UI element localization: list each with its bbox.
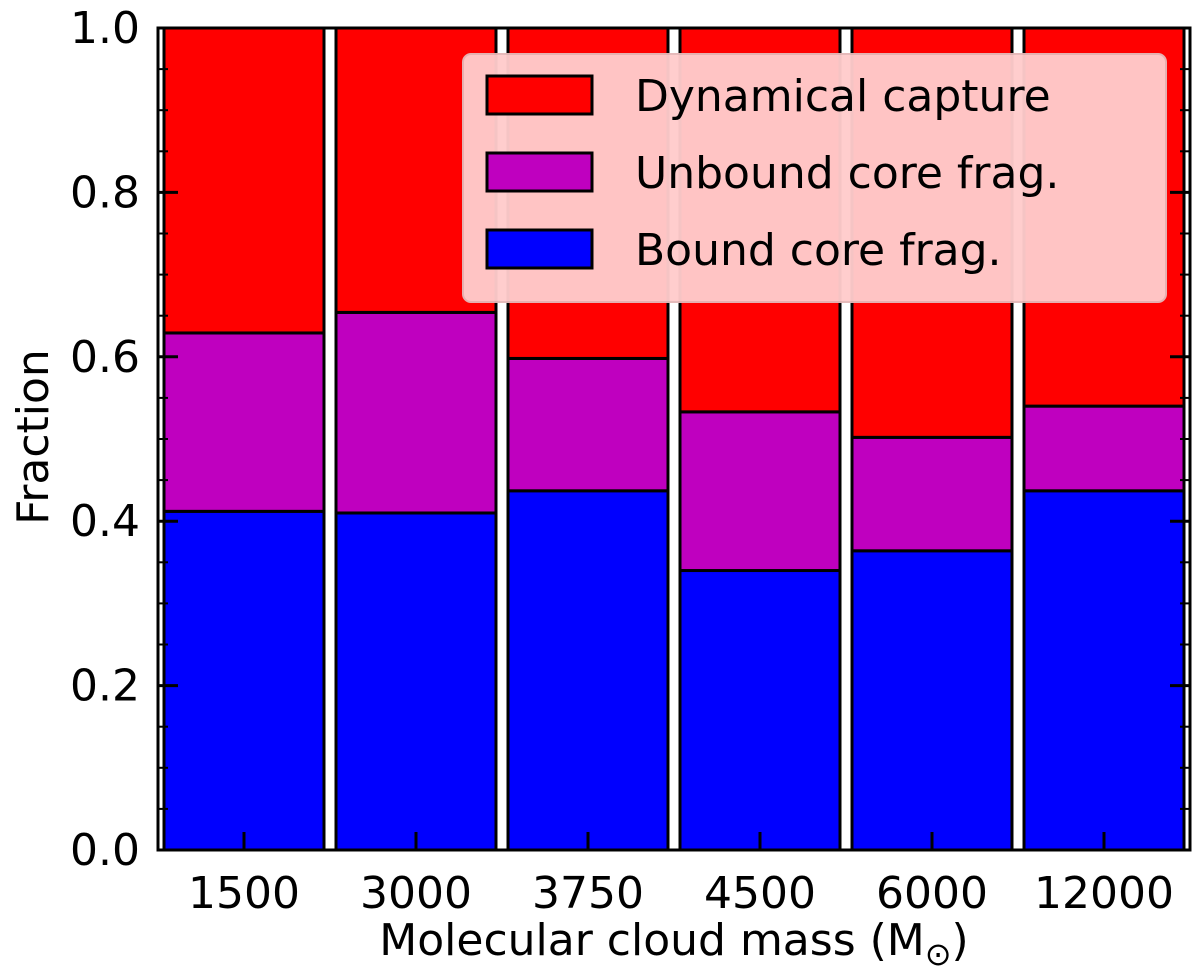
y-tick-label-0: 0.0 [70, 825, 140, 876]
bar-segment-3750-1 [506, 356, 670, 493]
y-tick-label-4: 0.8 [70, 167, 140, 218]
y-tick-label-3: 0.6 [70, 332, 140, 383]
x-axis-label-text: Molecular cloud mass (M [379, 915, 924, 966]
y-tick-label-2: 0.4 [70, 496, 140, 547]
legend-swatch-1 [485, 151, 594, 193]
x-tick-label-4500: 4500 [704, 868, 816, 919]
bar-segment-3000-1 [334, 310, 498, 515]
bar-segment-3750-0 [506, 489, 670, 852]
x-tick-label-3750: 3750 [532, 868, 644, 919]
legend-swatch-0 [485, 74, 594, 116]
y-axis-label: Fraction [8, 349, 59, 525]
legend-background [462, 53, 1167, 303]
bar-segment-4500-0 [678, 569, 842, 852]
x-axis-label-close: ) [952, 915, 969, 966]
bar-segment-1500-0 [162, 509, 326, 852]
legend: Dynamical capture Unbound core frag. Bound… [462, 53, 1167, 303]
legend-label-1: Unbound core frag. [635, 148, 1059, 199]
x-tick-label-12000: 12000 [1034, 868, 1174, 919]
bar-segment-6000-1 [850, 435, 1014, 553]
x-tick-label-6000: 6000 [876, 868, 988, 919]
plot-frame [156, 26, 1192, 852]
legend-items: Dynamical capture Unbound core frag. Bound… [485, 71, 1059, 276]
bar-segment-6000-0 [850, 549, 1014, 852]
y-tick-labels: 0.0 0.2 0.4 0.6 0.8 1.0 [70, 3, 140, 876]
bar-segment-1500-2 [162, 26, 326, 335]
bar-segment-12000-1 [1022, 404, 1186, 493]
sun-symbol: ⊙ [925, 935, 952, 973]
y-tick-label-1: 0.2 [70, 661, 140, 712]
legend-label-2: Bound core frag. [635, 225, 1002, 276]
bar-segment-3000-0 [334, 511, 498, 852]
x-tick-labels: 1500 3000 3750 4500 6000 12000 [188, 868, 1174, 919]
bar-segment-4500-1 [678, 410, 842, 573]
bar-segment-12000-0 [1022, 489, 1186, 852]
legend-label-0: Dynamical capture [635, 71, 1051, 122]
legend-swatch-2 [485, 228, 594, 270]
x-tick-label-1500: 1500 [188, 868, 300, 919]
bar-segment-1500-1 [162, 331, 326, 513]
x-tick-label-3000: 3000 [360, 868, 472, 919]
y-tick-label-5: 1.0 [70, 3, 140, 54]
x-axis-label: Molecular cloud mass (M⊙) [379, 915, 968, 973]
